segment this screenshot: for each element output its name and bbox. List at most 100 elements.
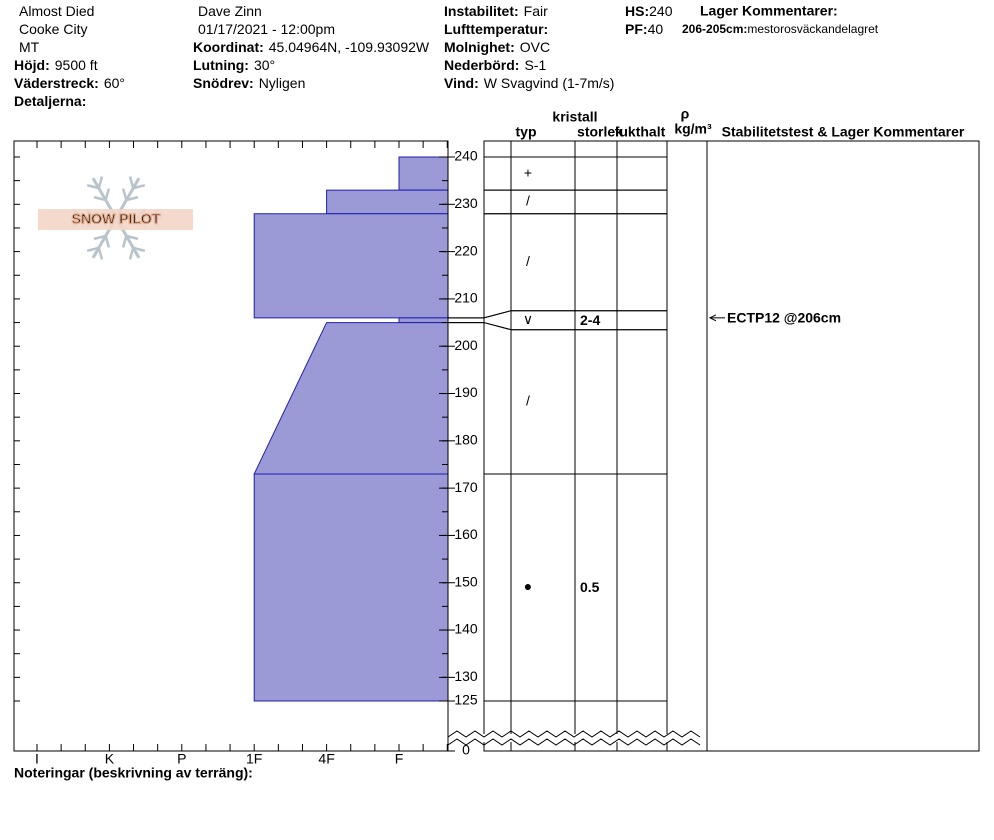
comments-title: Lager Kommentarer: [700,3,838,19]
header-field: Vind: W Svagvind (1-7m/s) [444,75,614,91]
grain-type: ∨ [523,311,533,327]
depth-tick-label: 190 [454,384,478,400]
header-field: Väderstreck: 60° [14,75,125,91]
logo-text: SNOW PILOT [72,211,161,227]
field-label: Lutning: [193,57,249,73]
column-header: ρ [681,106,690,122]
header-field: Cooke City [19,21,87,37]
header-field: Instabilitet: Fair [444,3,548,19]
notes: Noteringar (beskrivning av terräng): [14,765,253,781]
depth-tick-label: 220 [454,242,478,258]
layer-connector [448,310,512,319]
logo-flake [126,195,139,202]
header-field: Molnighet: OVC [444,39,550,55]
depth-tick-label: 0 [462,742,470,758]
depth-tick-label: 240 [454,148,478,164]
hardness-layer [326,189,449,215]
field-label: Instabilitet: [444,3,519,19]
logo-flake [132,183,146,190]
grain-type: ● [524,578,532,594]
column-header: fukthalt [615,124,666,140]
field-label: PF: [625,21,648,37]
comment-value: mestorosväckandelagret [747,22,878,36]
header-field: HS:240 [625,3,673,19]
field-value: 240 [649,3,673,19]
header-field: 01/17/2021 - 12:00pm [198,21,335,37]
break-band [449,734,706,742]
field-value: MT [19,39,40,55]
field-label: Lufttemperatur: [444,21,548,37]
depth-tick-label: 125 [454,692,478,708]
field-value: 40 [648,21,664,37]
column-header: kg/m³ [674,121,712,137]
logo-flake [93,195,106,202]
test-arrowhead [708,314,717,322]
comment-label: 206-205cm: [682,22,747,36]
field-value: Dave Zinn [198,3,262,19]
hardness-label: I [35,751,39,767]
logo-flake [121,235,128,248]
hardness-label: F [395,751,404,767]
hardness-label: K [105,751,115,767]
grain-type: / [526,193,530,209]
logo-flake [132,246,146,253]
comment: 206-205cm:mestorosväckandelagret [682,22,879,36]
header-field: Snödrev: Nyligen [193,75,305,91]
hardness-frame [13,140,449,752]
depth-tick-label: 180 [454,432,478,448]
column-header: Stabilitetstest & Lager Kommentarer [722,124,965,140]
depth-tick-label: 230 [454,195,478,211]
hardness-label: 1F [246,751,262,767]
hardness-label: P [177,751,186,767]
logo-flake [86,183,100,190]
depth-tick-label: 130 [454,668,478,684]
field-label: Molnighet: [444,39,515,55]
field-label: Nederbörd: [444,57,519,73]
depth-tick-label: 140 [454,621,478,637]
grain-size: 0.5 [580,579,600,595]
field-value: Nyligen [259,75,306,91]
logo-flake [86,246,100,253]
header-field: Almost Died [19,3,94,19]
field-value: Almost Died [19,3,94,19]
field-value: 01/17/2021 - 12:00pm [198,21,335,37]
depth-tick-label: 170 [454,479,478,495]
hardness-layer [253,213,449,319]
logo-flake [104,188,111,201]
header-field: Detaljerna: [14,93,86,109]
field-value: 60° [104,75,125,91]
field-value: S-1 [524,57,546,73]
logo-flake [104,235,111,248]
test-label: ECTP12 @206cm [727,310,841,326]
hardness-layer [253,473,449,702]
field-value: OVC [520,39,550,55]
layer-connector [448,322,512,331]
field-value: 45.04964N, -109.93092W [269,39,430,55]
logo-band [38,209,193,230]
field-label: Vind: [444,75,479,91]
column-header: kristall [552,109,597,125]
header-field: Lutning: 30° [193,57,275,73]
depth-tick-label: 210 [454,290,478,306]
depth-tick-label: 160 [454,526,478,542]
field-value: 30° [254,57,275,73]
logo-flake [97,247,104,260]
hardness-layer [398,156,449,191]
field-value: 9500 ft [55,57,98,73]
logo-flake [128,176,135,189]
header-field: Höjd: 9500 ft [14,57,98,73]
logo-flake [128,247,135,260]
field-label: Väderstreck: [14,75,99,91]
grain-type: + [524,164,532,180]
field-label: Snödrev: [193,75,254,91]
header-field: Dave Zinn [198,3,262,19]
hardness-label: 4F [318,751,334,767]
field-label: HS: [625,3,649,19]
grain-type: / [526,253,530,269]
depth-tick-label: 200 [454,337,478,353]
header-field: Lufttemperatur: [444,21,548,37]
hardness-layer [398,317,449,324]
logo-flake [126,234,139,241]
